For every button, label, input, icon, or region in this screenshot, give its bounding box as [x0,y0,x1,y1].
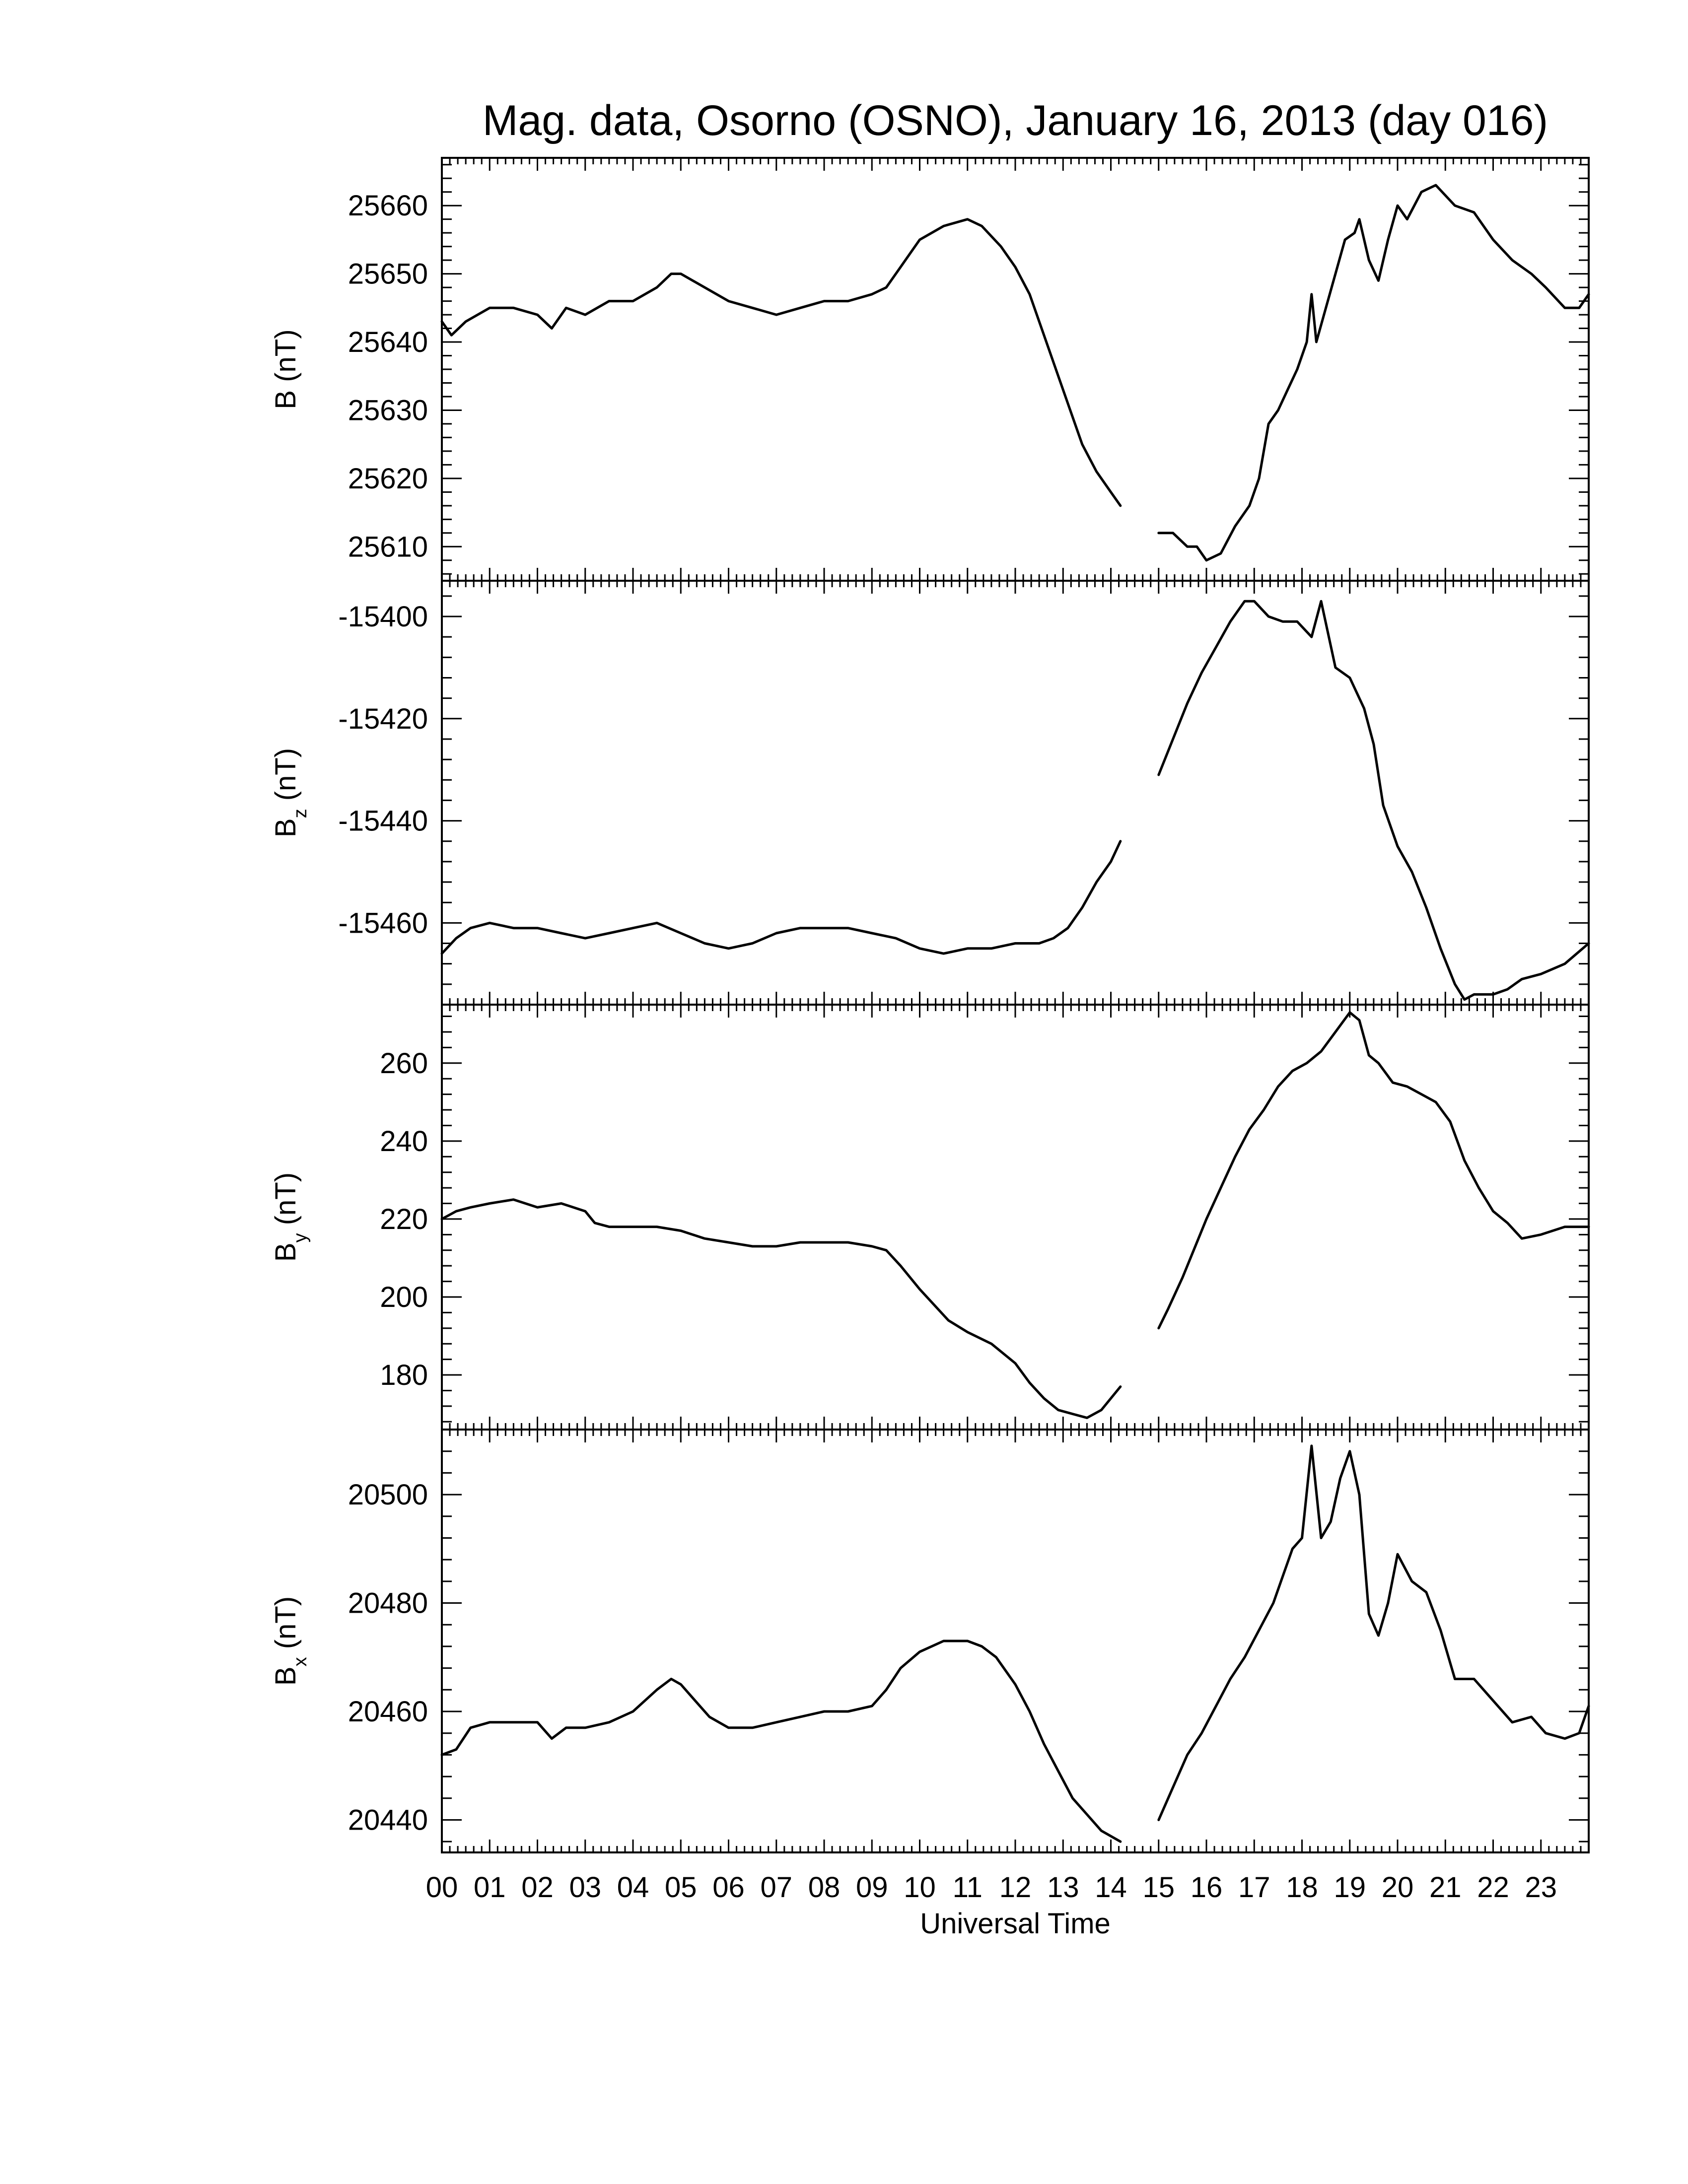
x-tick-label: 07 [760,1871,792,1904]
x-tick-label: 04 [617,1871,649,1904]
x-tick-label: 08 [808,1871,841,1904]
x-tick-label: 03 [569,1871,601,1904]
y-axis-label-By: By (nT) [270,1172,311,1262]
panel-frame-Bz [441,580,1590,1006]
series-line-By-1 [440,1198,1122,1419]
x-tick-label: 05 [665,1871,697,1904]
y-axis-label-Bx: Bx (nT) [270,1596,311,1686]
series-line-B-1 [440,218,1122,507]
x-tick-label: 16 [1191,1871,1223,1904]
y-tick-label: -15460 [338,907,428,939]
x-tick-label: 17 [1238,1871,1270,1904]
y-tick-label: 240 [380,1125,428,1158]
x-tick-label: 14 [1095,1871,1127,1904]
series-line-Bx-1 [440,1639,1122,1843]
x-tick-label: 10 [904,1871,936,1904]
y-tick-label: -15420 [338,703,428,735]
x-tick-labels: 00 01 02 03 04 05 06 07 08 09 10 11 12 13 14 15 16 17 18 19… [426,1871,1557,1904]
chart-title: Mag. data, Osorno (OSNO), January 16, 20… [483,97,1548,144]
y-tick-label: 25630 [348,394,428,426]
y-tick-label: 180 [380,1359,428,1391]
x-tick-label: 12 [999,1871,1032,1904]
x-tick-label: 15 [1142,1871,1175,1904]
series-line-Bx-2 [1157,1444,1590,1821]
x-axis-label: Universal Time [920,1908,1111,1940]
panel-frame-By [441,1004,1590,1431]
y-tick-label: -15440 [338,805,428,837]
plot-panels: 25610 25620 25630 25640 25650 25660 B (nT) -154… [270,157,1590,1904]
panel-Bx: 20440 20460 20480 20500 Bx (nT) [270,1429,1590,1853]
y-tick-label: 220 [380,1203,428,1235]
x-tick-label: 18 [1286,1871,1318,1904]
x-tick-label: 09 [856,1871,888,1904]
series-line-Bz-2 [1157,600,1590,1001]
panel-Bz: -15460 -15440 -15420 -15400 Bz (nT) [270,580,1590,1006]
x-tick-label: 20 [1382,1871,1414,1904]
y-tick-label: 20440 [348,1804,428,1836]
x-tick-label: 06 [712,1871,745,1904]
x-tick-label: 21 [1429,1871,1462,1904]
y-tick-label: 25660 [348,190,428,222]
y-tick-label: 20500 [348,1479,428,1511]
x-tick-label: 00 [426,1871,458,1904]
x-tick-label: 01 [474,1871,506,1904]
x-tick-label: 02 [521,1871,554,1904]
series-line-Bz-1 [440,840,1122,955]
panel-B: 25610 25620 25630 25640 25650 25660 B (nT) [270,157,1590,582]
x-tick-label: 19 [1334,1871,1366,1904]
panel-By: 180 200 220 240 260 By (nT) [270,1004,1590,1431]
panel-frame-B [441,157,1590,582]
y-tick-label: 25610 [348,531,428,563]
y-tick-label: -15400 [338,601,428,633]
y-axis-label-B: B (nT) [270,329,302,409]
x-tick-label: 22 [1477,1871,1509,1904]
y-tick-label: 20480 [348,1587,428,1620]
y-tick-label: 200 [380,1281,428,1313]
x-tick-label: 23 [1525,1871,1557,1904]
y-axis-label-Bz: Bz (nT) [270,748,311,837]
y-tick-label: 20460 [348,1696,428,1728]
y-tick-label: 25620 [348,463,428,495]
panel-frame-Bx [441,1429,1590,1853]
x-tick-label: 13 [1047,1871,1079,1904]
series-line-By-2 [1157,1011,1590,1330]
x-tick-label: 11 [953,1871,983,1904]
y-tick-label: 25640 [348,326,428,358]
y-tick-label: 260 [380,1047,428,1080]
y-tick-label: 25650 [348,258,428,290]
series-line-B-2 [1157,184,1590,562]
